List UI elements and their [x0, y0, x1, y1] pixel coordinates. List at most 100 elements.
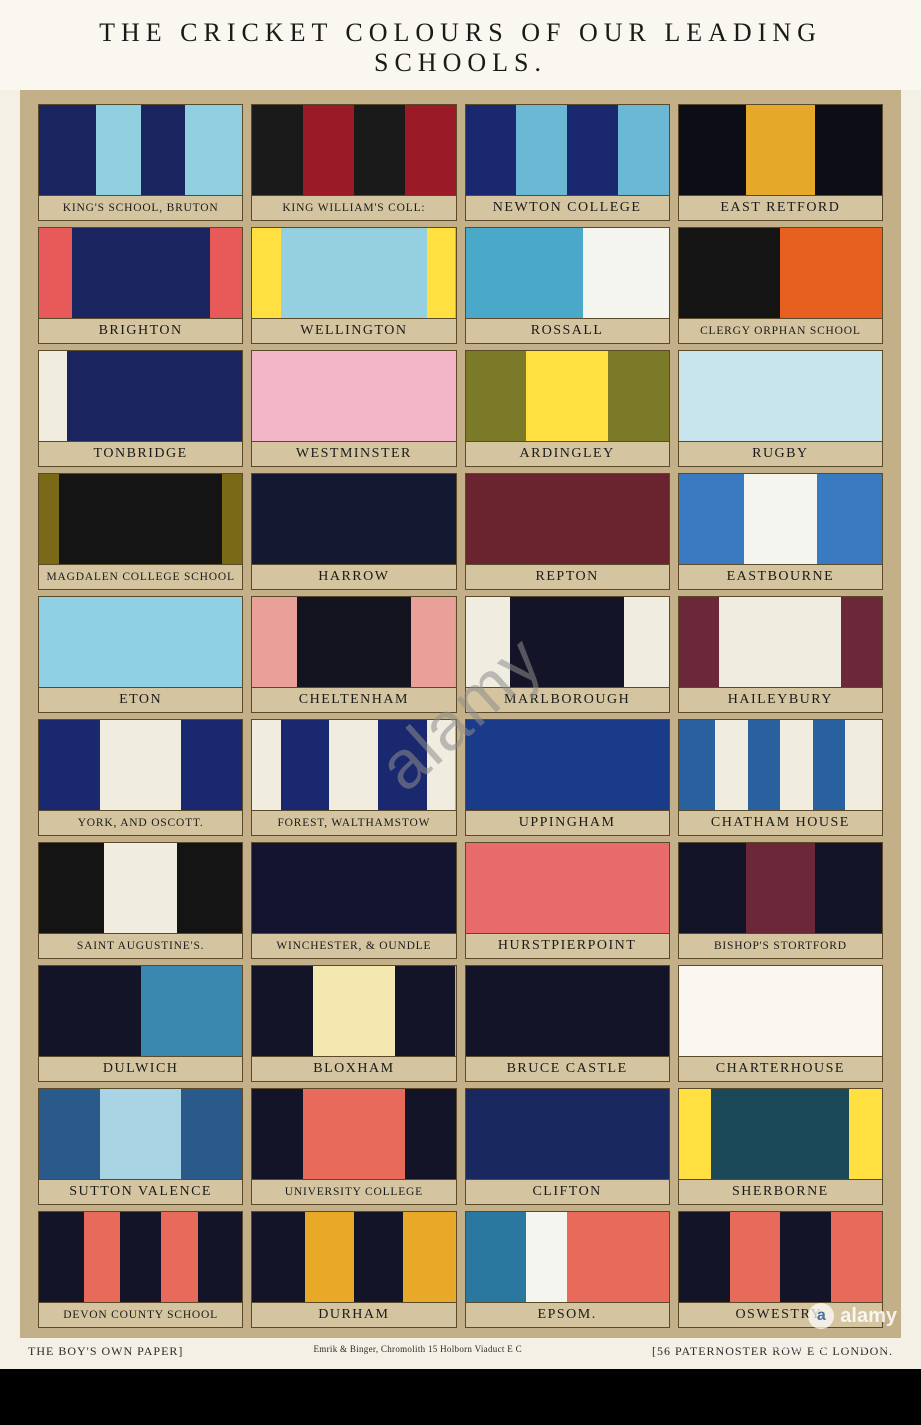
flag-stripe	[303, 1089, 405, 1179]
flag-stripe	[411, 597, 456, 687]
flag-cell: EASTBOURNE	[678, 473, 883, 590]
flag-stripe	[198, 1212, 243, 1302]
flag-label: FOREST, WALTHAMSTOW	[251, 811, 456, 836]
flag-stripe	[405, 105, 456, 195]
flag-stripe	[354, 105, 405, 195]
flag-stripe	[679, 351, 882, 441]
flag-cell: CHATHAM HOUSE	[678, 719, 883, 836]
flag	[678, 842, 883, 934]
flag	[678, 227, 883, 319]
flag-stripe	[466, 105, 517, 195]
flag	[251, 104, 456, 196]
flag-cell: FOREST, WALTHAMSTOW	[251, 719, 456, 836]
flag-cell: OSWESTRY.	[678, 1211, 883, 1328]
flag	[678, 1211, 883, 1303]
flag-label: SHERBORNE	[678, 1180, 883, 1205]
flag-stripe	[39, 351, 67, 441]
flag-stripe	[679, 966, 882, 1056]
flag-stripe	[120, 1212, 161, 1302]
flag-stripe	[252, 474, 455, 564]
flag-stripe	[466, 966, 669, 1056]
flag	[251, 1211, 456, 1303]
flag-cell: UNIVERSITY COLLEGE	[251, 1088, 456, 1205]
flag-stripe	[177, 843, 242, 933]
flag-stripe	[780, 720, 813, 810]
flag-stripe	[72, 228, 210, 318]
flag-cell: EAST RETFORD	[678, 104, 883, 221]
flag-stripe	[618, 105, 669, 195]
flag-label: HARROW	[251, 565, 456, 590]
flag	[38, 227, 243, 319]
footer-mid: Emrik & Binger, Chromolith 15 Holborn Vi…	[314, 1344, 522, 1359]
flag-stripe	[746, 105, 815, 195]
flag-stripe	[39, 966, 141, 1056]
flag-grid: KING'S SCHOOL, BRUTONKING WILLIAM'S COLL…	[38, 104, 883, 1328]
flag-cell: BISHOP'S STORTFORD	[678, 842, 883, 959]
flag-label: UPPINGHAM	[465, 811, 670, 836]
flag-stripe	[849, 1089, 882, 1179]
flag-label: WINCHESTER, & OUNDLE	[251, 934, 456, 959]
flag-stripe	[624, 597, 669, 687]
flag-cell: DULWICH	[38, 965, 243, 1082]
flag-stripe	[466, 843, 669, 933]
flag	[38, 719, 243, 811]
flag-stripe	[222, 474, 242, 564]
flag-stripe	[815, 843, 882, 933]
flag-stripe	[679, 105, 746, 195]
flag	[465, 842, 670, 934]
flag	[465, 227, 670, 319]
flag-cell: UPPINGHAM	[465, 719, 670, 836]
flag	[38, 596, 243, 688]
flag-cell: MARLBOROUGH	[465, 596, 670, 713]
flag-cell: CLIFTON	[465, 1088, 670, 1205]
flag-label: ROSSALL	[465, 319, 670, 344]
flag-stripe	[303, 105, 354, 195]
flag-stripe	[39, 228, 72, 318]
flag-stripe	[841, 597, 882, 687]
flag-cell: CHELTENHAM	[251, 596, 456, 713]
flag-stripe	[210, 228, 243, 318]
flag	[38, 1088, 243, 1180]
flag-stripe	[84, 1212, 121, 1302]
flag-stripe	[59, 474, 222, 564]
flag-stripe	[466, 351, 527, 441]
flag-stripe	[403, 1212, 456, 1302]
flag-stripe	[679, 1089, 712, 1179]
flag-stripe	[252, 966, 313, 1056]
flag	[465, 350, 670, 442]
flag-stripe	[252, 105, 303, 195]
flag-label: TONBRIDGE	[38, 442, 243, 467]
flag-stripe	[252, 1212, 305, 1302]
flag	[678, 104, 883, 196]
flag-stripe	[161, 1212, 198, 1302]
flag-stripe	[329, 720, 378, 810]
flag	[465, 596, 670, 688]
flag-cell: NEWTON COLLEGE	[465, 104, 670, 221]
flag-stripe	[567, 105, 618, 195]
footer-right: [56 PATERNOSTER ROW E C LONDON.	[652, 1344, 893, 1359]
flag-cell: HURSTPIERPOINT	[465, 842, 670, 959]
title-bar: THE CRICKET COLOURS OF OUR LEADING SCHOO…	[0, 0, 921, 90]
flag-cell: SAINT AUGUSTINE'S.	[38, 842, 243, 959]
flag-stripe	[780, 1212, 831, 1302]
flag-stripe	[526, 351, 607, 441]
flag	[38, 104, 243, 196]
flag-label: HURSTPIERPOINT	[465, 934, 670, 959]
flag-label: OSWESTRY.	[678, 1303, 883, 1328]
flag	[465, 719, 670, 811]
flag-cell: CHARTERHOUSE	[678, 965, 883, 1082]
flag-label: DURHAM	[251, 1303, 456, 1328]
flag-stripe	[378, 720, 427, 810]
flag	[678, 473, 883, 565]
flag	[678, 965, 883, 1057]
flag-stripe	[181, 1089, 242, 1179]
flag-cell: HARROW	[251, 473, 456, 590]
flag-stripe	[427, 228, 455, 318]
flag-label: BRIGHTON	[38, 319, 243, 344]
flag-label: BRUCE CASTLE	[465, 1057, 670, 1082]
flag-stripe	[845, 720, 882, 810]
flag-stripe	[466, 597, 511, 687]
page-root: THE CRICKET COLOURS OF OUR LEADING SCHOO…	[0, 0, 921, 1425]
flag-label: SUTTON VALENCE	[38, 1180, 243, 1205]
flag-label: CHARTERHOUSE	[678, 1057, 883, 1082]
